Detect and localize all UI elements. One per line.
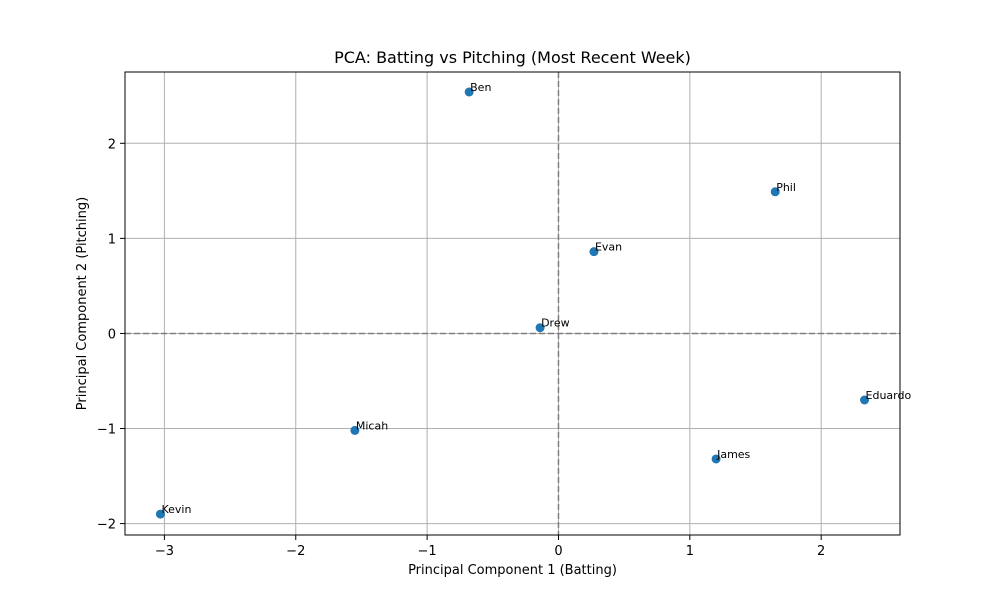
data-point — [464, 87, 474, 97]
point-label: James — [716, 448, 750, 461]
y-tick-label: 0 — [108, 327, 116, 342]
point-label: Micah — [356, 419, 388, 432]
x-tick-label: 0 — [554, 544, 562, 559]
x-tick-label: 1 — [686, 544, 694, 559]
x-tick-label: −2 — [286, 544, 305, 559]
point-label: Drew — [541, 317, 570, 330]
data-point — [350, 425, 360, 435]
x-axis-label: Principal Component 1 (Batting) — [408, 563, 617, 578]
data-points: Ben Phil Evan Drew Eduardo Micah James Kevin — [155, 81, 912, 519]
y-tick-label: −1 — [97, 423, 116, 438]
point-label: Evan — [595, 241, 622, 254]
data-point — [860, 395, 870, 405]
data-point — [770, 187, 780, 197]
x-tick-label: −1 — [418, 544, 437, 559]
y-axis-label: Principal Component 2 (Pitching) — [75, 197, 90, 410]
point-label: Phil — [776, 181, 796, 194]
point-label: Kevin — [161, 503, 191, 516]
data-point — [589, 247, 599, 257]
point-label: Ben — [470, 81, 491, 94]
plot-frame — [124, 71, 901, 536]
chart-title: PCA: Batting vs Pitching (Most Recent We… — [334, 48, 691, 67]
x-tick-label: −3 — [155, 544, 174, 559]
data-point — [535, 323, 545, 333]
x-tick-label: 2 — [817, 544, 825, 559]
data-point — [711, 454, 721, 464]
data-point — [155, 509, 165, 519]
reference-lines — [125, 72, 900, 535]
y-tick-label: −2 — [97, 518, 116, 533]
axis-ticks: −3 −2 −1 0 1 2 −2 −1 0 1 2 — [97, 137, 825, 559]
point-label: Eduardo — [866, 389, 912, 402]
y-tick-label: 2 — [108, 137, 116, 152]
y-tick-label: 1 — [108, 232, 116, 247]
